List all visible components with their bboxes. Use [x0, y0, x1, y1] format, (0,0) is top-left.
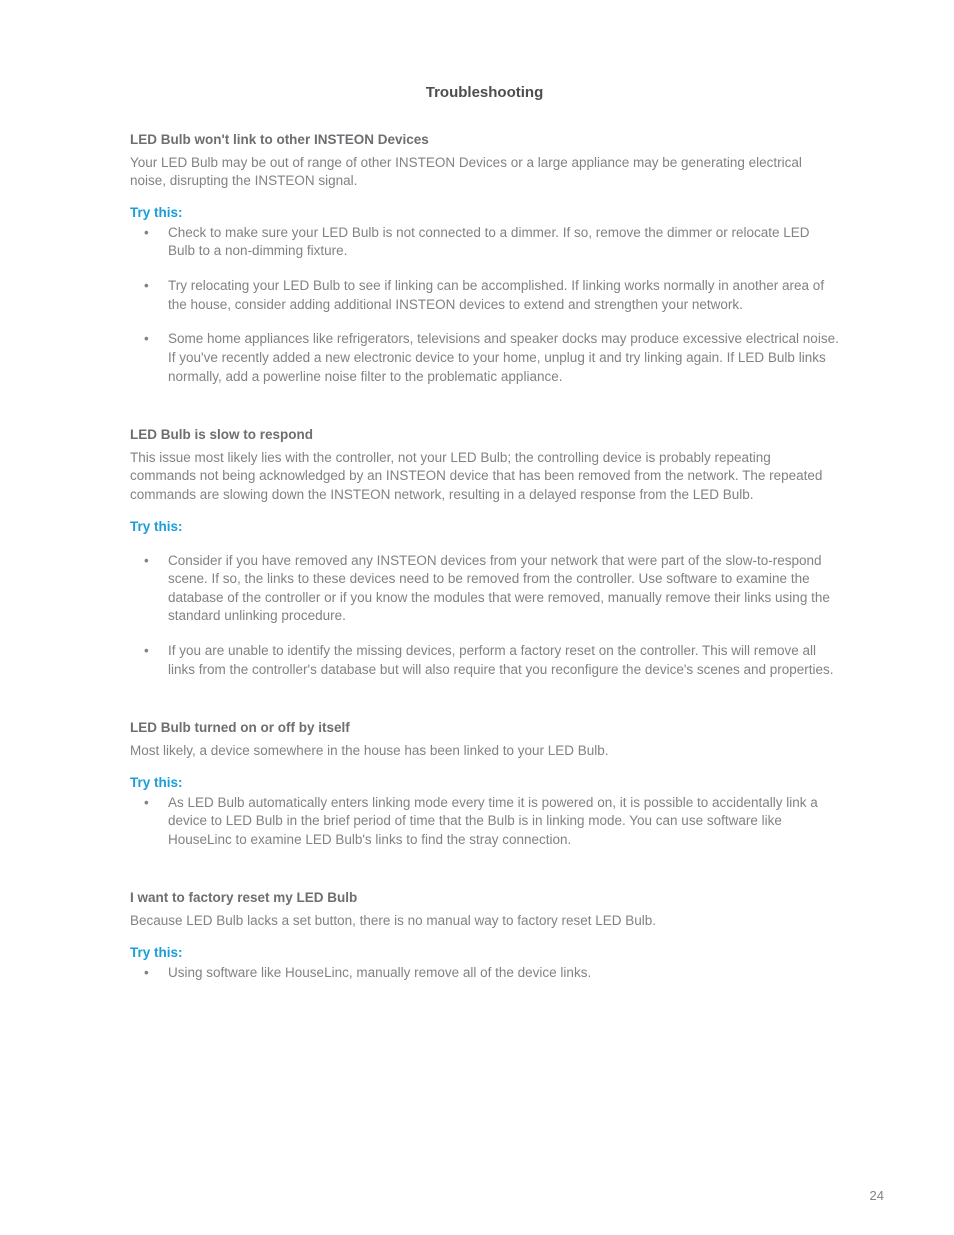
- tips-list: Consider if you have removed any INSTEON…: [130, 552, 839, 680]
- troubleshooting-section: LED Bulb is slow to respond This issue mo…: [130, 426, 839, 679]
- page-title: Troubleshooting: [130, 84, 839, 101]
- section-heading: LED Bulb is slow to respond: [130, 426, 839, 444]
- page-number: 24: [870, 1188, 884, 1203]
- troubleshooting-section: I want to factory reset my LED Bulb Becau…: [130, 889, 839, 982]
- tip-item: Some home appliances like refrigerators,…: [130, 330, 839, 386]
- section-intro: This issue most likely lies with the con…: [130, 449, 839, 505]
- sections-container: LED Bulb won't link to other INSTEON Dev…: [130, 131, 839, 982]
- section-heading: LED Bulb won't link to other INSTEON Dev…: [130, 131, 839, 149]
- troubleshooting-section: LED Bulb won't link to other INSTEON Dev…: [130, 131, 839, 386]
- section-intro: Because LED Bulb lacks a set button, the…: [130, 912, 839, 931]
- tips-list: As LED Bulb automatically enters linking…: [130, 794, 839, 850]
- tip-item: Try relocating your LED Bulb to see if l…: [130, 277, 839, 314]
- try-this-label: Try this:: [130, 205, 839, 220]
- troubleshooting-section: LED Bulb turned on or off by itself Most …: [130, 719, 839, 849]
- section-heading: LED Bulb turned on or off by itself: [130, 719, 839, 737]
- tip-item: Consider if you have removed any INSTEON…: [130, 552, 839, 627]
- tips-list: Check to make sure your LED Bulb is not …: [130, 224, 839, 386]
- tip-item: Check to make sure your LED Bulb is not …: [130, 224, 839, 261]
- tip-item: If you are unable to identify the missin…: [130, 642, 839, 679]
- tip-item: As LED Bulb automatically enters linking…: [130, 794, 839, 850]
- page-content: Troubleshooting LED Bulb won't link to o…: [0, 0, 954, 982]
- try-this-label: Try this:: [130, 775, 839, 790]
- try-this-label: Try this:: [130, 519, 839, 534]
- tip-item: Using software like HouseLinc, manually …: [130, 964, 839, 983]
- section-heading: I want to factory reset my LED Bulb: [130, 889, 839, 907]
- section-intro: Most likely, a device somewhere in the h…: [130, 742, 839, 761]
- try-this-label: Try this:: [130, 945, 839, 960]
- tips-list: Using software like HouseLinc, manually …: [130, 964, 839, 983]
- section-intro: Your LED Bulb may be out of range of oth…: [130, 154, 839, 191]
